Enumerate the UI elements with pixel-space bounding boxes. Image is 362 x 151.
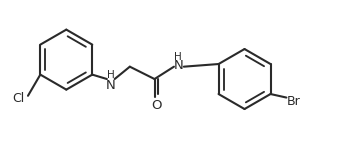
Text: N: N <box>173 59 183 72</box>
Text: Br: Br <box>287 95 300 108</box>
Text: O: O <box>151 99 161 112</box>
Text: N: N <box>106 79 115 92</box>
Text: H: H <box>106 71 114 80</box>
Text: Cl: Cl <box>12 92 24 105</box>
Text: H: H <box>174 52 182 62</box>
